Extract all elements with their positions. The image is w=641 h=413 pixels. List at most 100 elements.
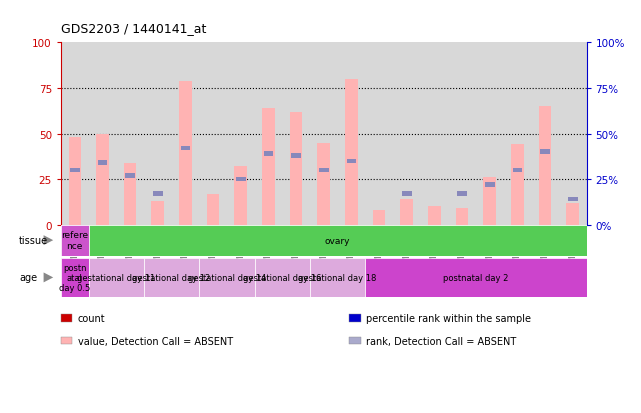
Text: GSM120840: GSM120840 <box>540 225 549 272</box>
Bar <box>504 43 531 225</box>
Bar <box>310 225 338 256</box>
Bar <box>540 150 550 154</box>
Bar <box>199 43 227 225</box>
Bar <box>61 225 88 256</box>
Text: GSM120857: GSM120857 <box>71 225 79 272</box>
Bar <box>69 138 81 225</box>
Text: GSM120841: GSM120841 <box>568 225 577 272</box>
Bar <box>457 192 467 197</box>
Bar <box>263 152 273 157</box>
Bar <box>420 225 448 256</box>
Text: GSM120839: GSM120839 <box>513 225 522 272</box>
Text: rank, Detection Call = ABSENT: rank, Detection Call = ABSENT <box>366 336 516 346</box>
Text: GSM120844: GSM120844 <box>485 225 494 272</box>
Bar <box>227 43 254 225</box>
Bar <box>144 43 172 225</box>
Bar <box>207 194 219 225</box>
Text: ovary: ovary <box>325 236 350 245</box>
Bar <box>144 225 172 256</box>
Text: GSM120846: GSM120846 <box>374 225 383 272</box>
Bar <box>116 43 144 225</box>
Text: gestational day 16: gestational day 16 <box>243 273 321 282</box>
Text: gestational day 11: gestational day 11 <box>77 273 155 282</box>
Bar <box>144 258 199 297</box>
Bar <box>567 203 579 225</box>
Bar <box>476 43 504 225</box>
Bar <box>373 211 385 225</box>
Bar <box>235 167 247 225</box>
Text: GSM120853: GSM120853 <box>237 225 246 272</box>
Bar <box>291 154 301 158</box>
Bar <box>282 225 310 256</box>
Bar <box>338 43 365 225</box>
Text: GSM120845: GSM120845 <box>347 225 356 272</box>
Bar <box>456 209 468 225</box>
Bar <box>476 225 504 256</box>
Text: gestational day 12: gestational day 12 <box>133 273 211 282</box>
Bar <box>88 225 116 256</box>
Bar <box>428 207 440 225</box>
Bar <box>61 43 88 225</box>
Bar <box>290 112 303 225</box>
Bar <box>393 225 420 256</box>
Text: GDS2203 / 1440141_at: GDS2203 / 1440141_at <box>61 22 206 35</box>
Bar <box>227 225 254 256</box>
Text: postn
atal
day 0.5: postn atal day 0.5 <box>59 263 90 292</box>
Bar <box>61 225 88 256</box>
Bar <box>345 80 358 225</box>
Bar <box>401 199 413 225</box>
Bar <box>568 197 578 202</box>
Bar <box>88 258 144 297</box>
Text: GSM120855: GSM120855 <box>126 225 135 272</box>
Bar <box>199 225 227 256</box>
Text: gestational day 18: gestational day 18 <box>298 273 377 282</box>
Bar <box>199 258 254 297</box>
Text: GSM120843: GSM120843 <box>458 225 467 272</box>
Text: value, Detection Call = ABSENT: value, Detection Call = ABSENT <box>78 336 233 346</box>
Bar <box>319 169 329 173</box>
Bar <box>172 225 199 256</box>
Bar <box>365 43 393 225</box>
Text: gestational day 14: gestational day 14 <box>188 273 266 282</box>
Bar <box>61 258 88 297</box>
Bar <box>153 192 163 197</box>
Bar <box>181 147 190 151</box>
Text: tissue: tissue <box>19 235 48 246</box>
Bar <box>448 225 476 256</box>
Bar <box>539 107 551 225</box>
Bar <box>124 163 137 225</box>
Text: GSM120851: GSM120851 <box>181 225 190 272</box>
Text: postnatal day 2: postnatal day 2 <box>443 273 508 282</box>
Bar <box>365 258 587 297</box>
Bar <box>365 225 393 256</box>
Bar <box>513 169 522 173</box>
Bar <box>96 134 108 225</box>
Bar <box>402 192 412 197</box>
Text: age: age <box>19 273 37 283</box>
Bar <box>262 109 274 225</box>
Text: GSM120856: GSM120856 <box>153 225 162 272</box>
Bar <box>151 202 164 225</box>
Bar <box>317 143 330 225</box>
Bar <box>236 178 246 182</box>
Text: percentile rank within the sample: percentile rank within the sample <box>366 313 531 323</box>
Text: GSM120850: GSM120850 <box>319 225 328 272</box>
Bar <box>310 43 338 225</box>
Bar <box>531 43 559 225</box>
Bar <box>483 178 496 225</box>
Bar <box>504 225 531 256</box>
Bar <box>254 258 310 297</box>
Bar <box>88 43 116 225</box>
Text: refere
nce: refere nce <box>61 231 88 250</box>
Bar <box>116 225 144 256</box>
Bar <box>179 81 192 225</box>
Bar <box>338 225 365 256</box>
Bar <box>125 174 135 178</box>
Bar <box>448 43 476 225</box>
Text: GSM120848: GSM120848 <box>264 225 273 272</box>
Text: GSM120847: GSM120847 <box>402 225 411 272</box>
Bar <box>172 43 199 225</box>
Bar <box>420 43 448 225</box>
Text: count: count <box>78 313 105 323</box>
Bar <box>511 145 524 225</box>
